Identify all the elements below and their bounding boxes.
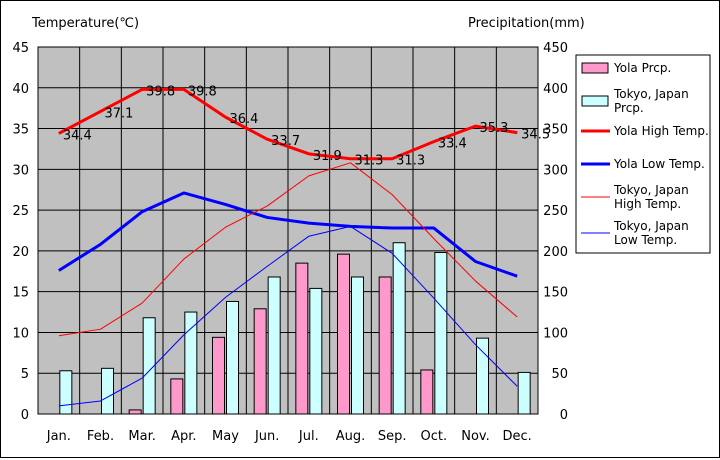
data-label: 39.8 bbox=[146, 84, 175, 99]
bar-tokyo-prcp bbox=[517, 371, 531, 415]
x-tick-label: Dec. bbox=[503, 429, 532, 444]
data-label: 39.8 bbox=[188, 84, 217, 99]
y2-tick-label: 400 bbox=[543, 82, 568, 97]
legend-swatch-box bbox=[581, 62, 609, 74]
legend-box bbox=[575, 54, 711, 254]
legend-label: Low Temp. bbox=[614, 233, 677, 247]
x-tick-label: Mar. bbox=[128, 429, 155, 444]
y-axis-title: Temperature(℃) bbox=[31, 16, 139, 31]
plot-border bbox=[37, 46, 539, 415]
y2-tick-label: 150 bbox=[543, 286, 568, 301]
bar-tokyo-prcp bbox=[184, 311, 198, 415]
bar-tokyo-prcp bbox=[476, 337, 489, 415]
y2-tick-label: 250 bbox=[543, 204, 568, 219]
y-tick-label: 30 bbox=[12, 163, 29, 178]
legend-label: Tokyo, Japan bbox=[613, 219, 689, 233]
bar-tokyo-prcp bbox=[351, 276, 364, 415]
bar-yola-prcp bbox=[337, 253, 350, 415]
legend-label: Yola High Temp. bbox=[613, 124, 709, 138]
bar-yola-prcp bbox=[212, 336, 225, 415]
bar-tokyo-prcp bbox=[101, 367, 114, 415]
data-label: 31.9 bbox=[313, 149, 342, 164]
legend-label: Yola Prcp. bbox=[613, 61, 671, 75]
legend-swatch-box bbox=[581, 95, 609, 107]
data-label: 34.4 bbox=[63, 128, 92, 143]
series-line-1 bbox=[58, 191, 518, 278]
y2-tick-label: 100 bbox=[543, 326, 568, 341]
data-label: 33.7 bbox=[271, 134, 300, 149]
x-tick-label: Aug. bbox=[336, 429, 366, 444]
x-tick-label: May bbox=[212, 429, 239, 444]
y2-tick-label: 350 bbox=[543, 123, 568, 138]
bar-yola-prcp bbox=[253, 308, 267, 415]
x-tick-label: Jan. bbox=[46, 429, 71, 444]
y2-tick-label: 50 bbox=[551, 367, 568, 382]
bar-tokyo-prcp bbox=[309, 287, 323, 415]
data-label: 37.1 bbox=[105, 106, 134, 121]
series-line-0 bbox=[58, 87, 518, 161]
y2-tick-label: 300 bbox=[543, 163, 568, 178]
bar-yola-prcp bbox=[128, 409, 142, 415]
x-tick-label: Nov. bbox=[461, 429, 490, 444]
bar-yola-prcp bbox=[378, 276, 392, 415]
data-label: 35.3 bbox=[480, 121, 509, 136]
y-tick-label: 35 bbox=[12, 123, 29, 138]
legend-label: High Temp. bbox=[614, 197, 681, 211]
legend-label: Prcp. bbox=[614, 101, 644, 115]
legend-label: Tokyo, Japan bbox=[613, 183, 689, 197]
y-tick-label: 45 bbox=[12, 41, 29, 56]
y-tick-label: 5 bbox=[21, 367, 29, 382]
y2-tick-label: 0 bbox=[560, 408, 568, 423]
series-line-3 bbox=[58, 225, 518, 407]
bar-tokyo-prcp bbox=[226, 300, 239, 415]
y-tick-label: 20 bbox=[12, 245, 29, 260]
x-tick-label: Oct. bbox=[421, 429, 448, 444]
legend-label: Yola Low Temp. bbox=[613, 157, 705, 171]
bar-yola-prcp bbox=[295, 262, 309, 415]
y2-tick-label: 450 bbox=[543, 41, 568, 56]
data-label: 33.4 bbox=[438, 137, 467, 152]
bar-tokyo-prcp bbox=[392, 242, 406, 415]
y2-axis-title: Precipitation(mm) bbox=[468, 16, 585, 31]
data-label: 31.3 bbox=[355, 154, 384, 169]
data-label: 36.4 bbox=[230, 112, 259, 127]
y-tick-label: 15 bbox=[12, 286, 29, 301]
x-tick-label: Sep. bbox=[378, 429, 407, 444]
y2-tick-label: 200 bbox=[543, 245, 568, 260]
y-tick-label: 0 bbox=[21, 408, 29, 423]
y-tick-label: 40 bbox=[12, 82, 29, 97]
bar-yola-prcp bbox=[170, 378, 184, 415]
x-tick-label: Apr. bbox=[171, 429, 196, 444]
x-tick-label: Feb. bbox=[87, 429, 114, 444]
x-tick-label: Jun. bbox=[254, 429, 279, 444]
x-tick-label: Jul. bbox=[298, 429, 319, 444]
bar-tokyo-prcp bbox=[267, 276, 281, 415]
series-line-2 bbox=[58, 162, 518, 337]
legend-label: Tokyo, Japan bbox=[613, 87, 689, 101]
bar-tokyo-prcp bbox=[434, 252, 448, 415]
data-label: 34.5 bbox=[521, 128, 550, 143]
bar-tokyo-prcp bbox=[59, 370, 73, 415]
bar-yola-prcp bbox=[420, 369, 434, 415]
y-tick-label: 25 bbox=[12, 204, 29, 219]
data-label: 31.3 bbox=[396, 154, 425, 169]
y-tick-label: 10 bbox=[12, 326, 29, 341]
